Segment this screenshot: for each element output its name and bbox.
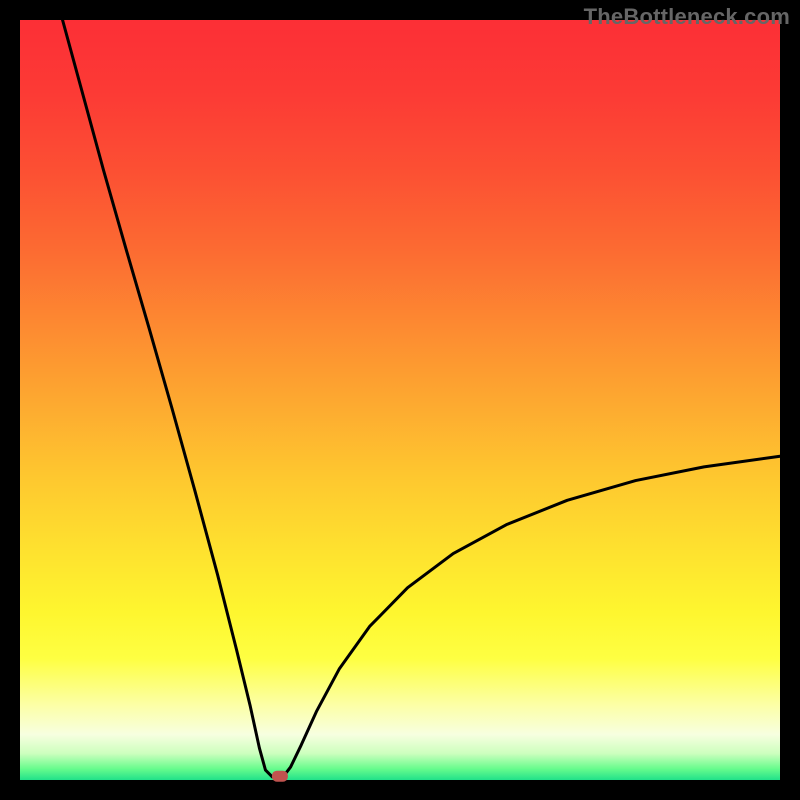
chart-canvas: TheBottleneck.com xyxy=(0,0,800,800)
watermark-text: TheBottleneck.com xyxy=(584,4,790,30)
plot-background xyxy=(20,20,780,780)
chart-svg xyxy=(0,0,800,800)
optimum-marker xyxy=(272,771,288,782)
